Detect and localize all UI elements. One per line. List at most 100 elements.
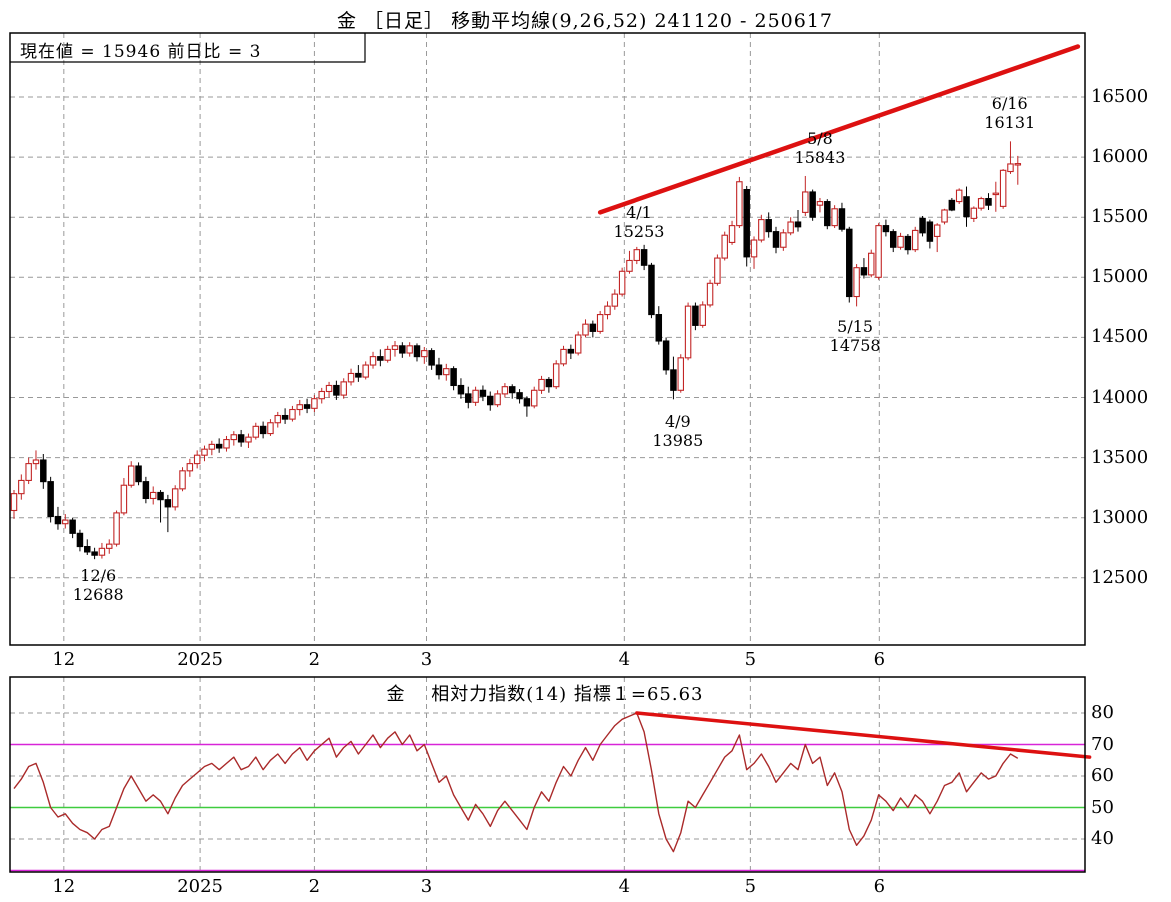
candle-up <box>106 543 113 549</box>
candle-down <box>904 235 912 251</box>
candle-up <box>274 414 282 424</box>
candle-down <box>413 345 421 358</box>
candle-down <box>948 199 956 211</box>
candle-down <box>237 434 245 443</box>
candle-up <box>596 314 604 332</box>
candle-up <box>1007 163 1014 173</box>
candle-up <box>311 398 318 409</box>
annotation-date: 5/8 <box>807 129 833 149</box>
rsi-month-axis-label: 4 <box>618 876 631 897</box>
candle-up <box>296 404 304 411</box>
candle-down <box>743 189 750 258</box>
rsi-chart-title: 金 相対力指数(14) 指標１=65.63 <box>386 684 704 705</box>
annotation-price: 14758 <box>829 336 881 356</box>
candle-up <box>868 252 875 276</box>
price-axis-label: 16000 <box>1091 146 1149 168</box>
candle-down <box>91 551 98 556</box>
annotation-date: 5/15 <box>837 317 874 337</box>
candle-up <box>677 357 685 391</box>
candle-up <box>32 459 40 465</box>
candle-up <box>787 221 794 234</box>
candle-down <box>355 372 362 378</box>
candle-up <box>633 249 641 262</box>
candle-down <box>985 198 992 206</box>
candle-up <box>494 393 501 406</box>
candle-up <box>289 408 296 420</box>
candle-down <box>640 249 648 266</box>
candle-down <box>47 481 54 518</box>
candle-up <box>252 425 260 438</box>
rsi-axis-label: 80 <box>1091 702 1114 723</box>
candle-down <box>457 384 465 395</box>
candle-up <box>626 259 633 272</box>
candle-up <box>970 207 978 219</box>
candle-up <box>897 235 904 248</box>
candle-up <box>340 381 347 396</box>
uptrend-line[interactable] <box>597 44 1081 215</box>
info-box-border <box>10 33 366 63</box>
candle-down <box>889 231 897 248</box>
candle-up <box>728 225 736 243</box>
month-axis-label: 2025 <box>177 649 223 670</box>
candle-up <box>186 463 194 472</box>
candle-up <box>574 334 582 354</box>
candle-up <box>530 389 538 407</box>
main-chart-panel[interactable] <box>9 32 1086 646</box>
candle-down <box>259 425 267 435</box>
price-axis-label: 12500 <box>1091 566 1149 588</box>
candle-up <box>267 422 274 435</box>
candle-down <box>450 368 457 387</box>
rsi-month-axis-label: 5 <box>744 876 757 897</box>
rsi-month-axis-label: 2025 <box>177 876 223 897</box>
candle-up <box>120 484 128 514</box>
rsi-downtrend-line[interactable] <box>635 711 1092 759</box>
price-axis-label: 14000 <box>1091 386 1149 408</box>
rsi-month-axis-label: 6 <box>873 876 886 897</box>
candle-down <box>655 314 663 342</box>
candle-up <box>999 169 1007 207</box>
candle-down <box>281 414 289 420</box>
candle-up <box>604 305 611 316</box>
candle-up <box>62 519 69 525</box>
candle-down <box>846 228 853 298</box>
candle-down <box>516 392 523 400</box>
candle-up <box>714 257 721 284</box>
candle-down <box>670 369 677 391</box>
candle-up <box>149 491 157 500</box>
price-axis-label: 15500 <box>1091 206 1149 228</box>
candle-up <box>941 209 948 223</box>
annotation-price: 16131 <box>984 112 1036 132</box>
candle-down <box>157 491 164 501</box>
candle-down <box>377 356 384 361</box>
chart-annotation: 12/6 12688 <box>73 566 124 604</box>
candle-up <box>802 191 809 213</box>
annotation-price: 15843 <box>794 148 846 168</box>
candle-down <box>333 384 340 396</box>
rsi-axis-label: 60 <box>1091 765 1114 786</box>
candle-down <box>882 225 890 233</box>
candle-down <box>523 398 531 407</box>
chart-annotation: 5/8 15843 <box>795 129 846 167</box>
candle-up <box>992 192 1000 196</box>
candle-up <box>501 386 509 395</box>
rsi-month-axis-label: 3 <box>420 876 433 897</box>
candle-down <box>479 389 487 397</box>
price-axis-label: 14500 <box>1091 326 1149 348</box>
candle-up <box>406 345 413 354</box>
price-axis-label: 16500 <box>1091 86 1149 107</box>
rsi-chart-panel[interactable] <box>9 676 1092 873</box>
candle-up <box>18 479 25 495</box>
candle-up <box>853 267 860 298</box>
rsi-panel-border <box>9 676 1086 873</box>
candle-down <box>303 404 311 409</box>
candle-down <box>76 532 84 548</box>
candle-up <box>611 293 619 307</box>
candle-down <box>648 264 655 316</box>
candle-up <box>179 470 186 490</box>
month-axis-label: 4 <box>618 649 631 670</box>
candle-down <box>772 231 780 248</box>
candle-down <box>487 395 494 406</box>
candle-up <box>750 239 758 258</box>
